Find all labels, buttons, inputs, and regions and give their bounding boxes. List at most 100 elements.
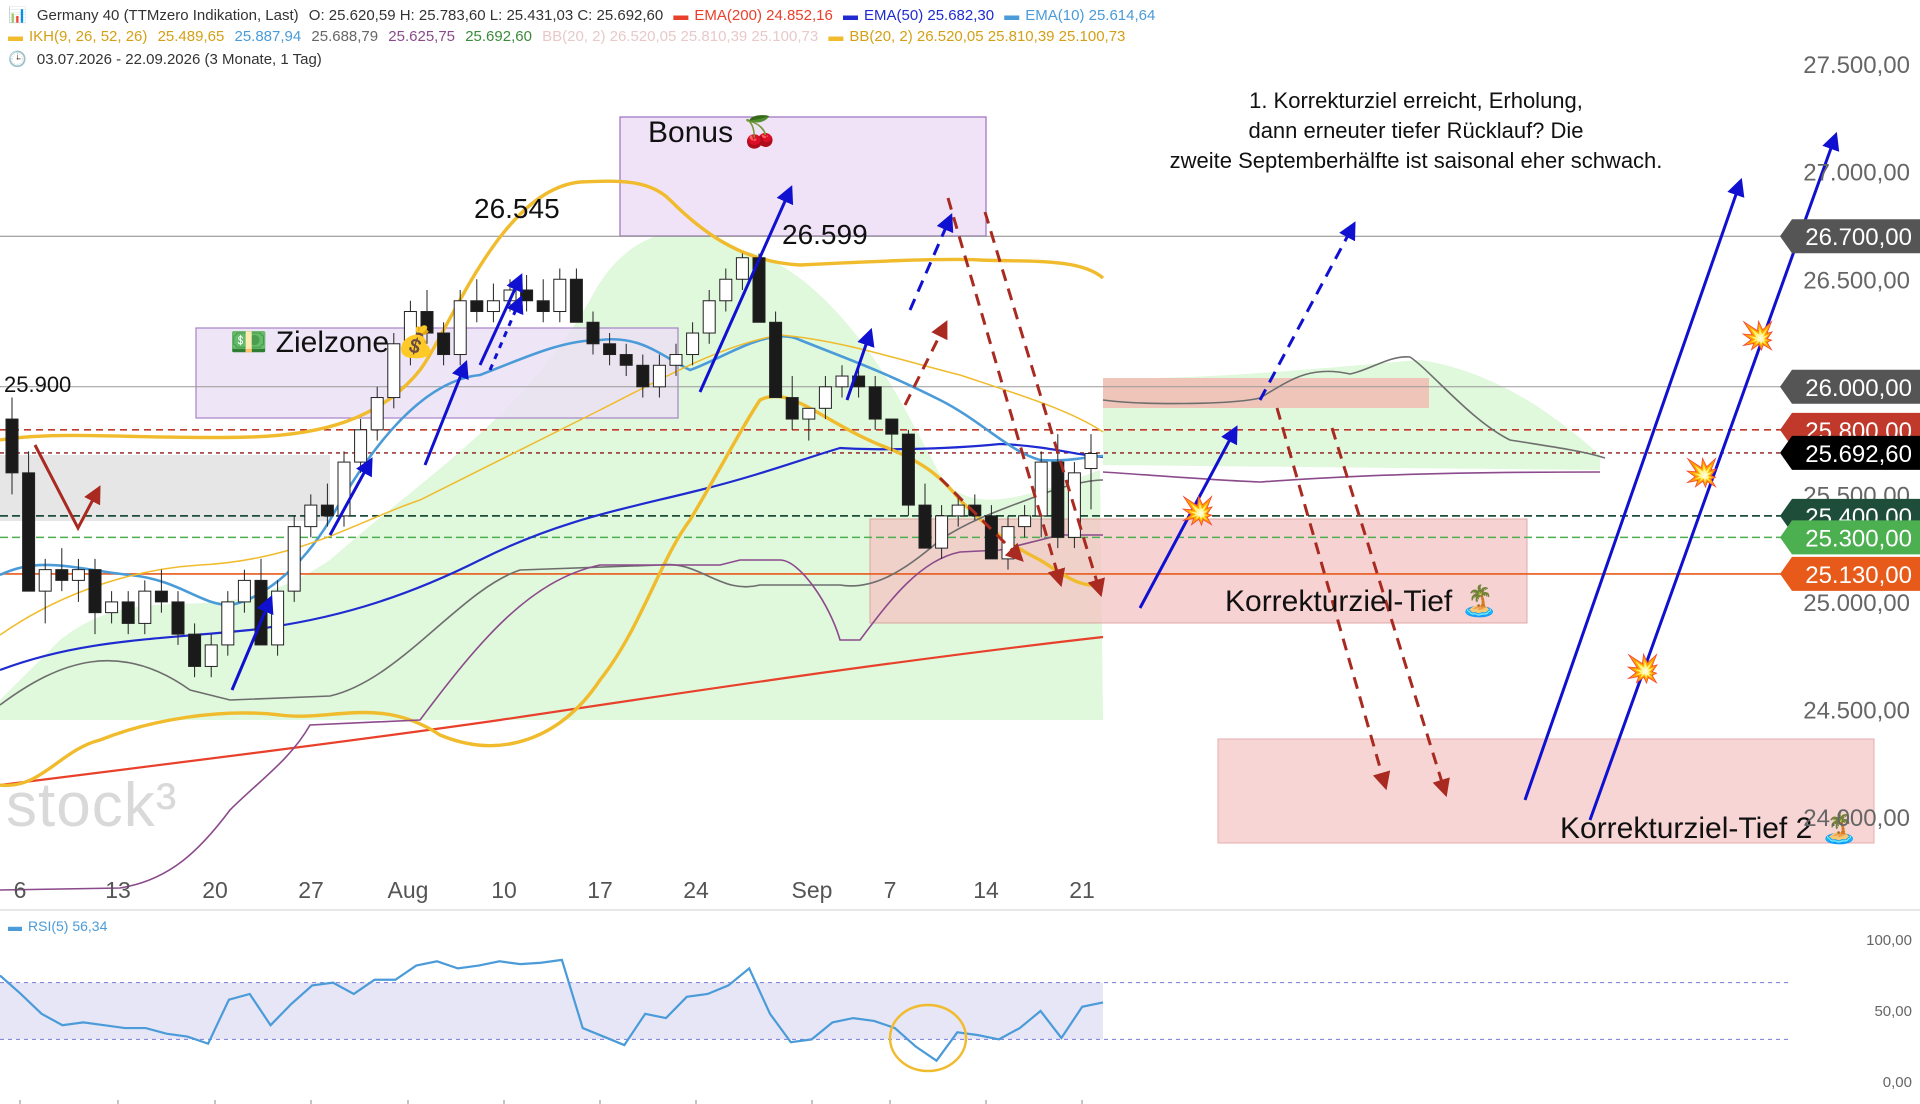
candle-down — [603, 343, 617, 356]
candle-up — [702, 300, 716, 334]
x-tick-label: 6 — [14, 877, 27, 903]
x-tick-label: 20 — [202, 877, 228, 903]
rsi-band — [0, 982, 1103, 1040]
candle-down — [5, 418, 19, 474]
header-line-2: ▬ IKH(9, 26, 52, 26) 25.489,65 25.887,94 … — [8, 28, 1131, 45]
chart-annotation-3: Bonus 🍒 — [648, 114, 779, 150]
chart-annotation-8: dann erneuter tiefer Rücklauf? Die — [1248, 118, 1583, 143]
price-badge-label: 26.700,00 — [1805, 224, 1912, 251]
explosion-icon: 💥 — [1625, 652, 1660, 685]
legend-ikh-marker: ▬ — [8, 28, 23, 45]
trend-arrow-up — [845, 327, 875, 401]
rsi-line — [0, 958, 1104, 1063]
trend-arrow-up — [423, 359, 469, 466]
rsi-legend[interactable]: ▬ RSI(5) 56,34 — [8, 918, 113, 934]
chart-annotation-6: Korrekturziel-Tief 2 🏝️ — [1560, 810, 1858, 845]
y-tick-label: 24.500,00 — [1803, 697, 1910, 724]
price-badge-label: 25.300,00 — [1805, 525, 1912, 552]
ikh-value-3: 25.688,79 — [311, 28, 379, 45]
x-tick-label: 24 — [683, 877, 709, 903]
price-badge-label: 25.692,60 — [1805, 441, 1912, 468]
rsi-legend-marker: ▬ — [8, 918, 22, 934]
candle-up — [354, 429, 368, 463]
candle-down — [154, 590, 168, 603]
candle-up — [1084, 452, 1098, 470]
x-tick-label: 13 — [105, 877, 131, 903]
candle-down — [22, 472, 36, 592]
candle-down — [470, 300, 484, 313]
candle-up — [669, 354, 683, 366]
candle-up — [221, 601, 235, 646]
candle-down — [88, 569, 102, 614]
korrekturziel-tief-box — [869, 518, 1528, 624]
ikh-lagging-line — [0, 534, 1103, 891]
candle-down — [769, 321, 783, 399]
header-line-1: 📊 Germany 40 (TTMzero Indikation, Last) … — [8, 6, 1161, 24]
price-badge — [1780, 520, 1920, 555]
chart-annotation-9: zweite Septemberhälfte ist saisonal eher… — [1170, 148, 1663, 173]
candle-up — [370, 397, 384, 431]
chart-annotation-1: 26.545 — [474, 193, 560, 224]
candle-up — [935, 515, 949, 549]
trend-arrow-up — [908, 213, 954, 311]
explosion-icon: 💥 — [1180, 494, 1215, 527]
y-tick-label: 26.500,00 — [1803, 267, 1910, 294]
legend-bb[interactable]: BB(20, 2) 26.520,05 25.810,39 25.100,73 — [849, 28, 1126, 45]
candle-down — [420, 311, 434, 334]
legend-ikh[interactable]: IKH(9, 26, 52, 26) — [29, 28, 148, 45]
y-tick-label: 27.000,00 — [1803, 160, 1910, 187]
x-tick-label: 27 — [298, 877, 324, 903]
ohlc-values: O: 25.620,59 H: 25.783,60 L: 25.431,03 C… — [308, 7, 664, 24]
x-tick-label: 10 — [491, 877, 517, 903]
price-badge — [1780, 556, 1920, 591]
axis-layer: 27.500,0027.000,0026.500,0025.500,0025.0… — [14, 52, 1920, 1104]
x-tick-label: 17 — [587, 877, 613, 903]
trend-arrow-down — [946, 197, 1066, 588]
rsi-legend-text: RSI(5) 56,34 — [28, 918, 108, 934]
trend-arrow-down — [903, 320, 948, 406]
trend-arrow-down — [1275, 407, 1391, 791]
price-badge-label: 26.000,00 — [1805, 375, 1912, 402]
legend-ema50-marker: ▬ — [843, 7, 859, 24]
candle-up — [735, 257, 749, 280]
candle-up — [387, 343, 401, 399]
ema10-line — [0, 335, 1104, 607]
legend-ema200[interactable]: EMA(200) 24.852,16 — [694, 7, 833, 24]
candle-down — [437, 332, 451, 356]
x-tick-label: Sep — [792, 877, 833, 903]
explosion-icon: 💥 — [1684, 456, 1719, 489]
rsi-y-tick-label: 0,00 — [1883, 1074, 1912, 1091]
candle-up — [1018, 515, 1032, 528]
trend-arrow-down — [983, 211, 1105, 598]
candle-up — [453, 300, 467, 356]
chart-annotation-5: Korrekturziel-Tief 🏝️ — [1225, 583, 1498, 618]
x-tick-label: 14 — [973, 877, 999, 903]
legend-ema50[interactable]: EMA(50) 25.682,30 — [864, 7, 995, 24]
rsi-y-tick-label: 100,00 — [1866, 932, 1912, 949]
bonus-zone-box — [619, 116, 987, 237]
chart-annotation-0: 25.900 — [4, 372, 71, 397]
ikh-span-b-line — [0, 479, 1104, 706]
candle-up — [237, 579, 251, 603]
candle-up — [403, 311, 417, 345]
legend-bb-faded[interactable]: BB(20, 2) 26.520,05 25.810,39 25.100,73 — [542, 28, 819, 45]
ikh-value-2: 25.887,94 — [234, 28, 302, 45]
explosion-icon: 💥 — [1740, 319, 1775, 352]
candle-down — [901, 433, 915, 506]
ikh-value-5: 25.692,60 — [465, 28, 532, 45]
ikh-span-b-future — [1102, 356, 1606, 459]
candle-up — [287, 526, 301, 592]
candle-down — [918, 504, 932, 549]
chart-annotation-7: 1. Korrekturziel erreicht, Erholung, — [1249, 88, 1583, 113]
candle-down — [868, 386, 882, 420]
candle-down — [536, 300, 550, 313]
legend-ema10-marker: ▬ — [1004, 7, 1020, 24]
legend-ema10[interactable]: EMA(10) 25.614,64 — [1025, 7, 1156, 24]
bar-chart-icon: 📊 — [8, 7, 27, 24]
candle-up — [835, 375, 849, 388]
bb-upper-line — [0, 179, 1105, 442]
candle-up — [719, 278, 733, 302]
ikh-value-4: 25.625,75 — [388, 28, 456, 45]
header-line-3: 🕒 03.07.2026 - 22.09.2026 (3 Monate, 1 T… — [8, 50, 328, 68]
